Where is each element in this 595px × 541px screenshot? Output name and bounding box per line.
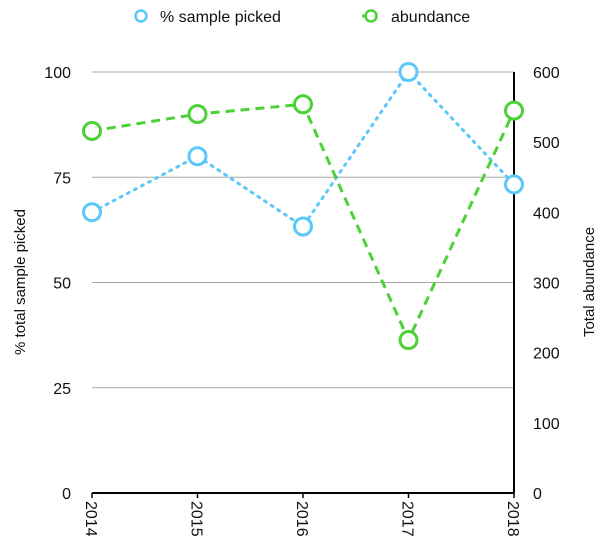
left-tick-label: 50 [53, 276, 71, 293]
right-tick-label: 0 [533, 486, 542, 503]
left-axis-title: % total sample picked [12, 209, 29, 355]
data-point-abundance [398, 330, 419, 351]
left-tick-label: 25 [53, 381, 71, 398]
data-point-abundance [82, 120, 102, 141]
legend-item-abundance: abundance [362, 9, 470, 26]
legend-label-pct-sample-picked: % sample picked [160, 9, 281, 26]
right-tick-label: 200 [533, 346, 560, 363]
data-point-pct-sample-picked [82, 202, 102, 223]
x-tick-label: 2015 [188, 501, 205, 537]
gridlines [92, 71, 514, 389]
x-tick-label: 2016 [293, 501, 310, 537]
right-tick-label: 600 [533, 65, 560, 82]
right-tick-label: 100 [533, 416, 560, 433]
legend-marker-pct-sample-picked [134, 9, 148, 23]
data-point-pct-sample-picked [187, 146, 208, 167]
legend-marker-abundance [364, 9, 378, 23]
right-tick-label: 400 [533, 205, 560, 222]
legend: % sample picked abundance [134, 9, 470, 26]
right-axis-ticks: 0 100 200 300 400 500 600 [533, 65, 560, 503]
x-tick-label: 2017 [399, 501, 416, 537]
data-point-pct-sample-picked [293, 216, 313, 237]
data-point-pct-sample-picked [398, 62, 419, 82]
series-line-pct-sample-picked [90, 69, 516, 229]
legend-item-pct-sample-picked: % sample picked [134, 9, 281, 26]
data-point-abundance [293, 94, 313, 115]
left-tick-label: 100 [44, 65, 71, 82]
x-axis-ticks: 2014 2015 2016 2017 2018 [82, 493, 521, 537]
data-point-abundance [187, 104, 208, 125]
right-tick-label: 300 [533, 276, 560, 293]
right-axis-title: Total abundance [581, 227, 595, 337]
series-layer [82, 62, 524, 351]
left-tick-label: 75 [53, 170, 71, 187]
x-tick-label: 2018 [504, 501, 521, 537]
right-tick-label: 500 [533, 135, 560, 152]
data-point-abundance [504, 100, 524, 121]
legend-label-abundance: abundance [391, 9, 470, 26]
x-tick-label: 2014 [82, 501, 99, 537]
data-point-pct-sample-picked [504, 174, 524, 195]
left-axis-ticks: 0 25 50 75 100 [44, 65, 71, 503]
left-tick-label: 0 [62, 486, 71, 503]
